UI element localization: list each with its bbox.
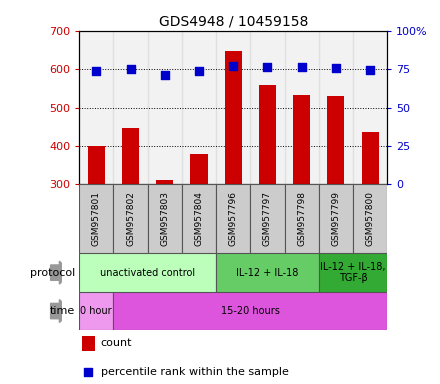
Bar	[319, 253, 387, 292]
Bar	[250, 31, 285, 184]
Text: time: time	[50, 306, 75, 316]
Bar	[362, 132, 379, 184]
Bar	[182, 31, 216, 184]
Bar	[79, 253, 216, 292]
Text: GSM957797: GSM957797	[263, 191, 272, 247]
Text: IL-12 + IL-18: IL-12 + IL-18	[236, 268, 299, 278]
Bar	[79, 31, 114, 184]
Bar	[114, 292, 387, 330]
Text: GSM957802: GSM957802	[126, 192, 135, 246]
Text: 15-20 hours: 15-20 hours	[221, 306, 280, 316]
FancyArrow shape	[51, 300, 70, 323]
Bar	[191, 154, 208, 184]
Text: percentile rank within the sample: percentile rank within the sample	[101, 367, 289, 377]
Point	[127, 66, 134, 72]
Bar	[216, 253, 319, 292]
Text: unactivated control: unactivated control	[100, 268, 195, 278]
Text: GSM957800: GSM957800	[366, 191, 374, 247]
Text: GSM957801: GSM957801	[92, 191, 101, 247]
Text: count: count	[101, 338, 132, 348]
Text: GSM957799: GSM957799	[331, 191, 341, 247]
Bar	[353, 31, 387, 184]
Text: GSM957803: GSM957803	[160, 191, 169, 247]
Point	[230, 63, 237, 69]
Bar	[216, 31, 250, 184]
Bar	[353, 184, 387, 253]
Point	[195, 68, 202, 74]
Bar	[293, 95, 310, 184]
Point	[93, 68, 100, 74]
FancyArrow shape	[51, 261, 70, 284]
Bar	[319, 31, 353, 184]
Point	[367, 67, 374, 73]
Bar	[285, 184, 319, 253]
Bar	[285, 31, 319, 184]
Text: IL-12 + IL-18,
TGF-β: IL-12 + IL-18, TGF-β	[320, 262, 386, 283]
Point	[298, 64, 305, 70]
Point	[85, 369, 92, 375]
Bar	[79, 292, 114, 330]
Bar	[182, 184, 216, 253]
Point	[264, 64, 271, 70]
Bar	[259, 85, 276, 184]
Text: 0 hour: 0 hour	[81, 306, 112, 316]
Bar	[148, 184, 182, 253]
Bar	[250, 184, 285, 253]
Bar	[114, 31, 148, 184]
Bar	[319, 184, 353, 253]
Bar	[156, 180, 173, 184]
Text: protocol: protocol	[29, 268, 75, 278]
Bar	[327, 96, 345, 184]
Point	[332, 65, 339, 71]
Bar	[225, 51, 242, 184]
Bar	[88, 146, 105, 184]
Point	[161, 72, 168, 78]
Title: GDS4948 / 10459158: GDS4948 / 10459158	[158, 14, 308, 28]
Bar	[82, 336, 95, 351]
Text: GSM957798: GSM957798	[297, 191, 306, 247]
Bar	[79, 184, 114, 253]
Bar	[114, 184, 148, 253]
Bar	[148, 31, 182, 184]
Bar	[216, 184, 250, 253]
Bar	[122, 128, 139, 184]
Text: GSM957796: GSM957796	[229, 191, 238, 247]
Text: GSM957804: GSM957804	[194, 192, 203, 246]
